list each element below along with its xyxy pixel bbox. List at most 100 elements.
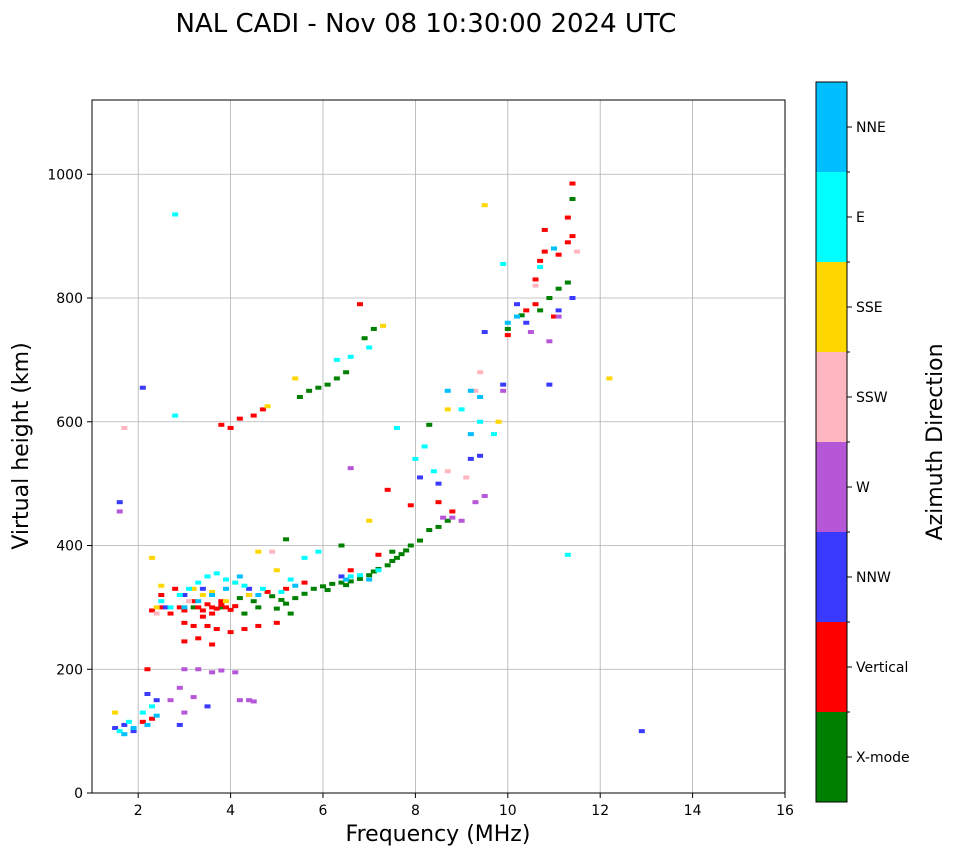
data-point <box>477 453 484 458</box>
data-point <box>301 555 308 560</box>
data-point <box>504 320 511 325</box>
data-point <box>551 314 557 319</box>
data-point <box>181 593 188 597</box>
data-point <box>301 591 308 596</box>
data-point <box>435 500 442 505</box>
data-point <box>569 181 576 186</box>
data-point <box>190 586 197 591</box>
data-point <box>121 722 128 727</box>
data-point <box>246 593 253 597</box>
series-ssw <box>121 249 581 616</box>
data-point <box>500 382 507 387</box>
colorbar-segment <box>816 82 847 172</box>
data-point <box>551 246 557 251</box>
data-point <box>255 593 262 597</box>
data-point <box>158 583 165 588</box>
data-point <box>190 599 197 604</box>
data-point <box>149 608 156 613</box>
data-point <box>227 607 234 612</box>
data-point <box>153 713 160 718</box>
data-point <box>324 382 331 387</box>
data-point <box>343 577 350 582</box>
data-point <box>435 481 442 486</box>
data-point <box>366 518 373 523</box>
data-point <box>444 407 451 412</box>
data-point <box>541 227 548 232</box>
data-point <box>500 388 507 393</box>
data-point <box>158 599 165 604</box>
data-point <box>384 563 391 568</box>
data-point <box>181 620 188 625</box>
data-point <box>320 584 326 589</box>
data-point <box>532 277 539 282</box>
data-point <box>444 518 451 523</box>
data-point <box>292 376 299 381</box>
data-point <box>236 416 243 421</box>
data-point <box>389 558 396 563</box>
data-point <box>555 286 562 291</box>
data-point <box>370 326 377 331</box>
data-point <box>514 302 521 307</box>
data-point <box>236 574 243 579</box>
data-point <box>204 574 211 579</box>
series-e <box>116 212 571 734</box>
data-point <box>241 627 248 632</box>
data-point <box>250 599 257 604</box>
data-point <box>546 296 553 300</box>
data-point <box>537 308 544 313</box>
data-point <box>458 407 465 412</box>
x-tick-label: 8 <box>411 803 420 819</box>
x-tick-label: 4 <box>226 803 235 819</box>
data-point <box>236 698 243 703</box>
data-point <box>481 330 488 335</box>
data-point <box>176 593 183 597</box>
y-tick-label: 0 <box>74 786 83 802</box>
data-point <box>449 509 456 514</box>
series-vertical <box>139 181 576 724</box>
data-point <box>564 280 571 285</box>
data-point <box>481 494 488 498</box>
chart-title: NAL CADI - Nov 08 10:30:00 2024 UTC <box>176 9 677 39</box>
data-point <box>167 698 174 703</box>
data-point <box>176 605 183 610</box>
data-point <box>393 425 400 430</box>
data-point <box>181 639 188 644</box>
data-point <box>116 729 123 734</box>
data-point <box>532 302 539 307</box>
data-point <box>130 729 137 734</box>
data-point <box>343 370 350 375</box>
x-tick-label: 16 <box>776 803 794 819</box>
data-point <box>315 385 322 390</box>
colorbar-tick-label: NNE <box>856 120 886 136</box>
data-point <box>195 667 202 672</box>
colorbar-segment <box>816 262 847 352</box>
y-axis-label: Virtual height (km) <box>9 342 34 549</box>
data-point <box>440 515 447 520</box>
data-point <box>638 729 645 734</box>
data-point <box>209 642 216 647</box>
x-axis-label: Frequency (MHz) <box>346 822 531 847</box>
data-point <box>255 623 262 628</box>
data-point <box>144 692 151 696</box>
data-point <box>366 577 373 582</box>
data-point <box>472 500 479 505</box>
data-point <box>209 670 216 675</box>
y-tick-label: 200 <box>56 662 83 678</box>
data-point <box>158 605 165 610</box>
grid <box>92 100 785 793</box>
data-point <box>227 630 234 635</box>
data-point <box>347 354 354 359</box>
data-point <box>273 568 280 573</box>
data-point <box>338 580 345 585</box>
data-point <box>426 422 433 427</box>
data-point <box>199 586 206 591</box>
data-point <box>273 620 280 625</box>
data-point <box>264 404 271 409</box>
data-point <box>195 605 202 610</box>
data-point <box>181 608 188 613</box>
data-point <box>204 602 211 607</box>
y-tick-label: 800 <box>56 291 83 307</box>
colorbar-segment <box>816 172 847 262</box>
data-point <box>167 605 174 610</box>
